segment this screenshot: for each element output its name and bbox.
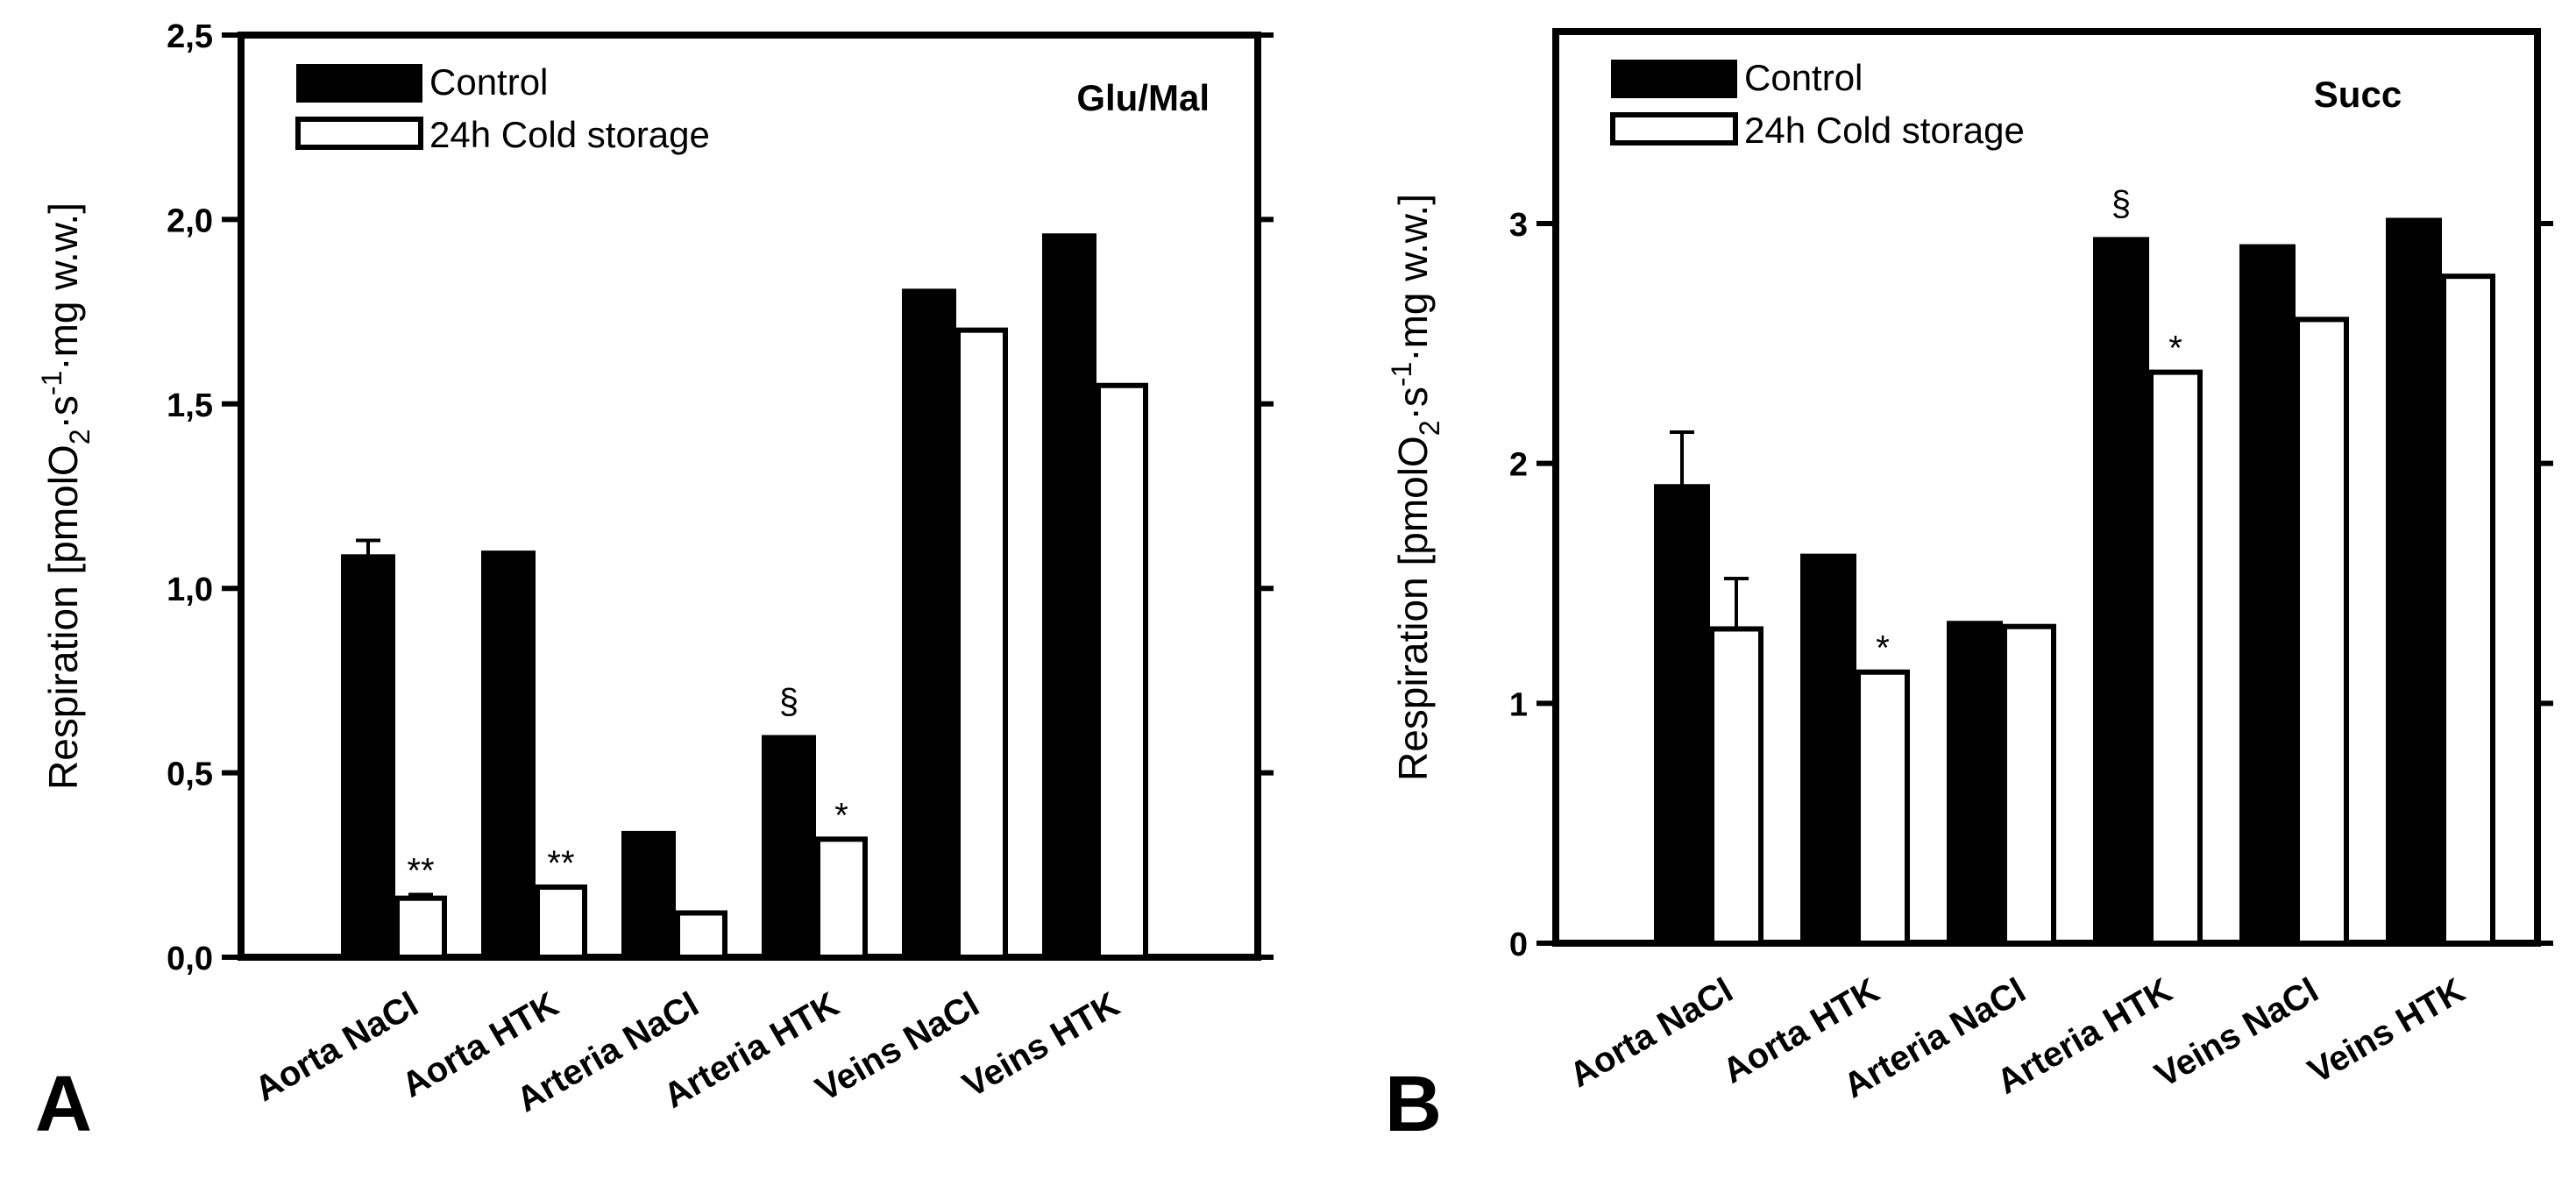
- significance-marker: **: [547, 844, 574, 883]
- y-tick-label: 2,5: [167, 18, 213, 55]
- bar-control: [2239, 244, 2296, 945]
- significance-marker: **: [407, 851, 434, 890]
- significance-marker: §: [779, 683, 798, 721]
- bar-cold-storage: [394, 895, 447, 960]
- category-label: Aorta NaCl: [248, 985, 424, 1109]
- bar-control: [1042, 233, 1096, 958]
- category-label: Aorta NaCl: [1563, 971, 1739, 1095]
- bar-cold-storage: [2148, 369, 2203, 946]
- y-tick-label: 2: [1509, 447, 1528, 484]
- panel-title: Succ: [2314, 74, 2402, 115]
- bar-cold-storage: [1096, 382, 1148, 960]
- legend-label-control: Control: [1744, 57, 1863, 98]
- bar-control: [481, 550, 536, 958]
- bar-cold-storage: [1856, 669, 1910, 946]
- bar-cold-storage: [815, 836, 868, 960]
- y-tick-label: 1,0: [167, 572, 213, 608]
- y-tick-label: 1,5: [167, 387, 213, 424]
- annotations-group: * § *: [1876, 184, 2182, 667]
- bar-cold-storage: [955, 327, 1008, 960]
- plot-frame: [238, 32, 1261, 961]
- legend-swatch-cold-storage: [295, 117, 423, 150]
- y-tick-label: 0: [1509, 927, 1528, 963]
- legend-swatch-control: [1611, 60, 1737, 98]
- bar-cold-storage: [535, 884, 587, 960]
- y-ticks-group: 0 1 2 3: [1509, 207, 2553, 963]
- y-tick-label: 1: [1509, 686, 1528, 723]
- legend-label-cold-storage: 24h Cold storage: [1744, 110, 2025, 151]
- bar-control: [1947, 621, 2003, 945]
- annotations-group: ** ** § *: [407, 683, 848, 891]
- significance-marker: *: [834, 796, 848, 835]
- y-tick-label: 0,5: [167, 756, 213, 793]
- legend-swatch-control: [296, 64, 422, 103]
- bars-group: [341, 233, 1148, 961]
- legend-label-cold-storage: 24h Cold storage: [429, 114, 710, 155]
- category-label: Veins HTK: [956, 985, 1125, 1105]
- bar-cold-storage: [2002, 623, 2056, 946]
- bar-control: [762, 735, 816, 959]
- significance-marker: *: [1876, 629, 1890, 668]
- y-ticks-group: 0,0 0,5 1,0 1,5 2,0 2,5: [167, 18, 1274, 977]
- legend-label-control: Control: [429, 61, 548, 103]
- bar-control: [1800, 553, 1856, 944]
- significance-marker: §: [2111, 184, 2131, 223]
- bar-cold-storage: [675, 910, 727, 961]
- bars-group: [1654, 217, 2495, 946]
- y-axis-label: Respiration [pmolO2·s-1·mg w.w.]: [36, 202, 96, 790]
- y-tick-label: 0,0: [167, 941, 213, 977]
- bar-cold-storage: [2295, 316, 2349, 946]
- legend-swatch-cold-storage: [1610, 112, 1738, 146]
- y-tick-label: 2,0: [167, 202, 213, 239]
- y-tick-label: 3: [1509, 207, 1528, 244]
- category-label: Veins NaCl: [2148, 971, 2324, 1095]
- bar-control: [2386, 217, 2442, 944]
- panel-letter: A: [35, 1061, 92, 1148]
- y-axis-label: Respiration [pmolO2·s-1·mg w.w.]: [1386, 194, 1445, 781]
- bar-control: [902, 288, 956, 958]
- bar-control: [1654, 484, 1710, 944]
- panel-title: Glu/Mal: [1076, 77, 1210, 118]
- bar-control: [2093, 237, 2149, 944]
- bar-cold-storage: [1709, 626, 1763, 946]
- category-label: Veins HTK: [2302, 971, 2471, 1091]
- bar-control: [341, 554, 395, 958]
- panel-letter: B: [1385, 1061, 1442, 1148]
- bar-cold-storage: [2441, 273, 2495, 946]
- bar-control: [621, 830, 676, 958]
- significance-marker: *: [2168, 330, 2182, 368]
